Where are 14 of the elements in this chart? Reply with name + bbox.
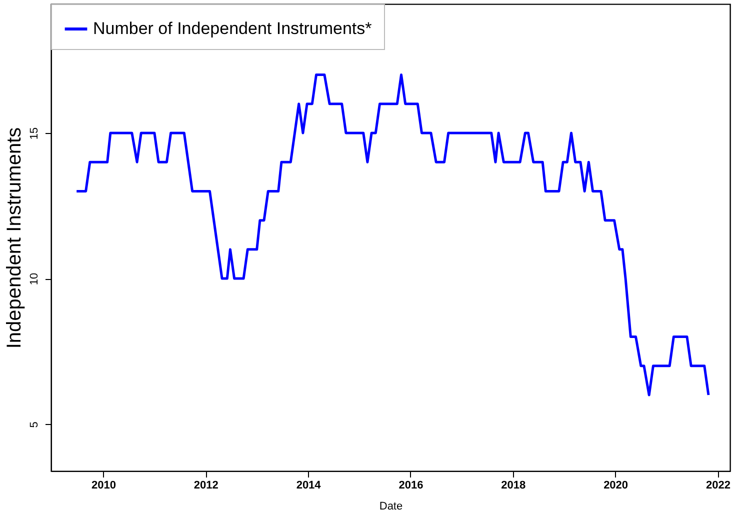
x-tick-label: 2014 <box>296 480 322 492</box>
y-tick-label: 10 <box>28 272 40 286</box>
y-axis-title: Independent Instruments <box>4 127 26 349</box>
x-tick-label: 2010 <box>91 480 116 492</box>
legend-label: Number of Independent Instruments* <box>93 19 372 38</box>
x-tick-label: 2012 <box>194 480 218 492</box>
y-tick-label: 5 <box>28 422 40 428</box>
x-axis-title: Date <box>379 500 403 512</box>
x-tick-label: 2018 <box>501 480 526 492</box>
x-tick-label: 2020 <box>604 480 628 492</box>
x-tick-label: 2016 <box>398 480 424 492</box>
line-series <box>75 74 710 396</box>
x-tick-label: 2022 <box>706 480 730 492</box>
y-tick-label: 15 <box>28 127 40 140</box>
